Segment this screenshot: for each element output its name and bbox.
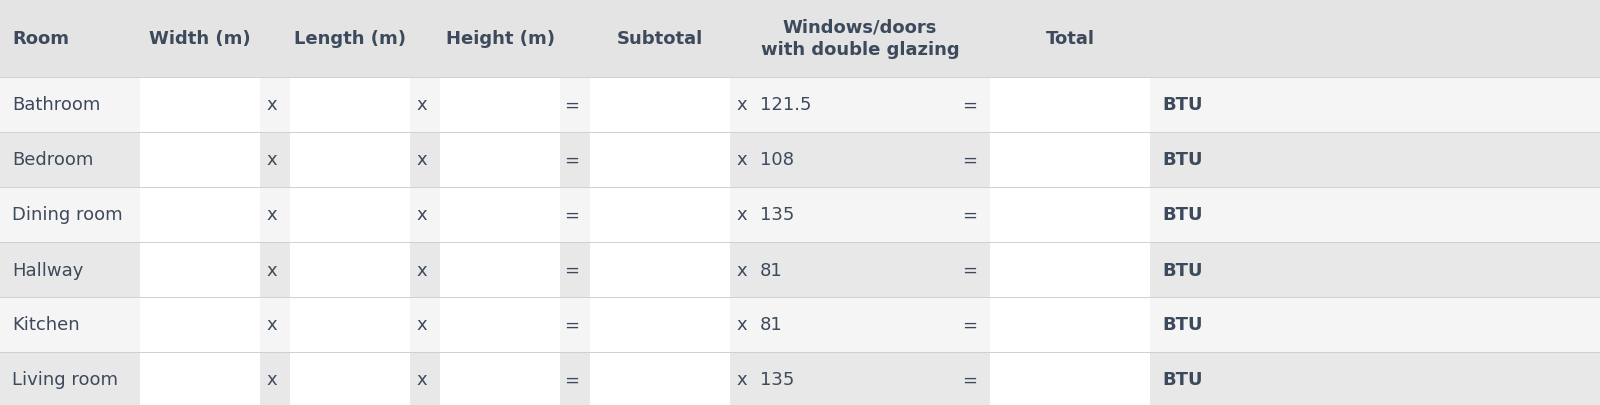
Text: =: = — [565, 206, 579, 224]
Bar — [290, 78, 410, 405]
Text: 135: 135 — [760, 371, 794, 388]
Text: x: x — [267, 316, 277, 334]
Text: Total: Total — [1045, 30, 1094, 48]
Bar — [141, 78, 259, 405]
Text: =: = — [565, 261, 579, 279]
Text: =: = — [963, 316, 978, 334]
Text: =: = — [565, 151, 579, 169]
Text: 121.5: 121.5 — [760, 96, 811, 114]
Text: =: = — [963, 206, 978, 224]
Text: =: = — [963, 96, 978, 114]
Text: BTU: BTU — [1162, 316, 1203, 334]
Text: Width (m): Width (m) — [149, 30, 251, 48]
Text: BTU: BTU — [1162, 96, 1203, 114]
Text: x: x — [736, 151, 747, 169]
Text: x: x — [416, 151, 427, 169]
Text: =: = — [565, 96, 579, 114]
Text: x: x — [267, 96, 277, 114]
Text: x: x — [736, 96, 747, 114]
Bar — [0, 297, 1600, 352]
Text: x: x — [416, 206, 427, 224]
Bar — [0, 133, 1600, 188]
Text: Bedroom: Bedroom — [13, 151, 93, 169]
Text: Subtotal: Subtotal — [618, 30, 702, 48]
Text: Kitchen: Kitchen — [13, 316, 80, 334]
Text: Length (m): Length (m) — [294, 30, 406, 48]
Text: x: x — [416, 261, 427, 279]
Text: Living room: Living room — [13, 371, 118, 388]
Text: x: x — [267, 371, 277, 388]
Text: x: x — [267, 206, 277, 224]
Text: x: x — [736, 261, 747, 279]
Text: =: = — [963, 261, 978, 279]
Text: x: x — [416, 316, 427, 334]
Bar — [0, 188, 1600, 243]
Text: x: x — [736, 206, 747, 224]
Text: BTU: BTU — [1162, 151, 1203, 169]
Bar — [590, 78, 730, 405]
Text: =: = — [963, 371, 978, 388]
Text: x: x — [267, 261, 277, 279]
Text: 81: 81 — [760, 261, 782, 279]
Text: Room: Room — [13, 30, 69, 48]
Bar — [0, 352, 1600, 405]
Bar — [990, 78, 1150, 405]
Text: 81: 81 — [760, 316, 782, 334]
Text: Bathroom: Bathroom — [13, 96, 101, 114]
Bar — [440, 78, 560, 405]
Text: BTU: BTU — [1162, 206, 1203, 224]
Text: x: x — [736, 371, 747, 388]
Text: Height (m): Height (m) — [445, 30, 555, 48]
Text: Windows/doors
with double glazing: Windows/doors with double glazing — [760, 19, 960, 59]
Text: =: = — [565, 371, 579, 388]
Text: 135: 135 — [760, 206, 794, 224]
Text: x: x — [416, 371, 427, 388]
Text: =: = — [565, 316, 579, 334]
Text: x: x — [267, 151, 277, 169]
Text: BTU: BTU — [1162, 371, 1203, 388]
Bar — [0, 243, 1600, 297]
Text: Dining room: Dining room — [13, 206, 123, 224]
Text: Hallway: Hallway — [13, 261, 83, 279]
Text: =: = — [963, 151, 978, 169]
Text: x: x — [736, 316, 747, 334]
Text: x: x — [416, 96, 427, 114]
Bar — [0, 0, 1600, 78]
Text: 108: 108 — [760, 151, 794, 169]
Bar — [0, 78, 1600, 133]
Text: BTU: BTU — [1162, 261, 1203, 279]
